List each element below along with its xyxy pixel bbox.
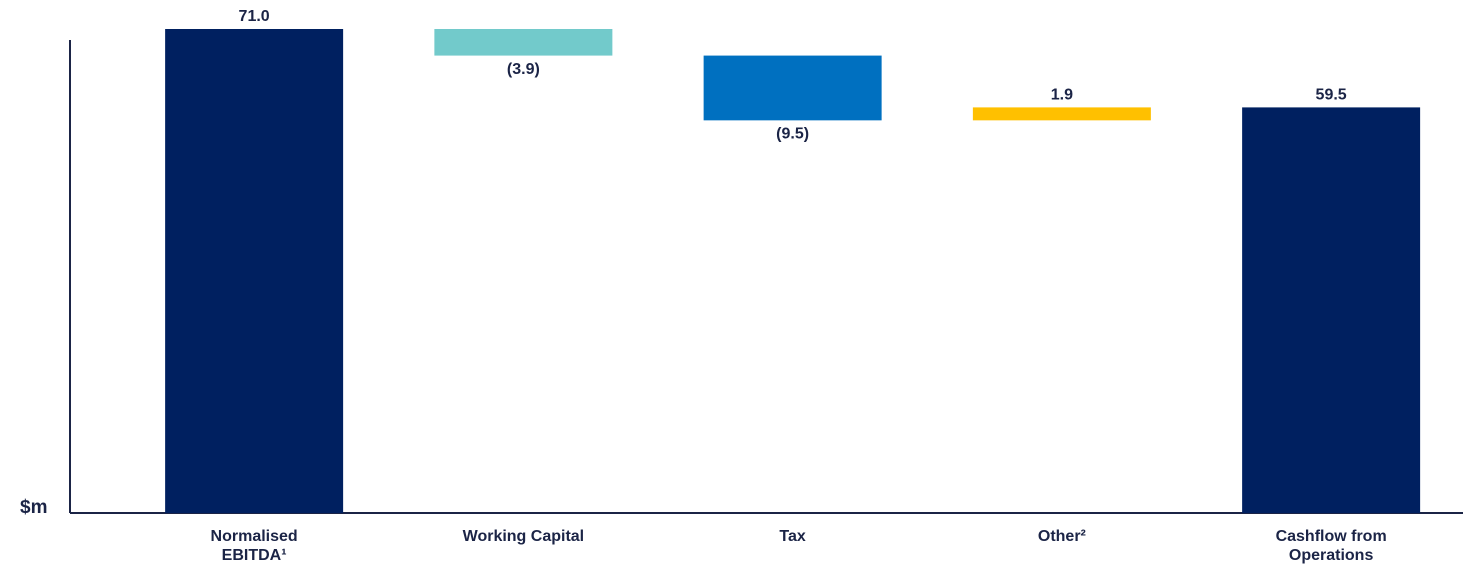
x-tick-label-box: Normalised EBITDA¹ — [210, 528, 298, 564]
value-label: 1.9 — [1051, 87, 1073, 104]
x-tick-label-box: Other² — [1037, 528, 1086, 545]
x-tick-label-box: Cashflow from Operations — [1275, 528, 1387, 564]
y-axis-label: $m — [20, 497, 47, 518]
x-tick-label-box: Working Capital — [462, 528, 585, 545]
x-tick-label: Normalised EBITDA¹ — [210, 528, 298, 564]
x-tick-label: Tax — [779, 528, 806, 545]
value-label: (9.5) — [776, 126, 809, 143]
bar — [703, 55, 882, 121]
bar — [165, 29, 344, 513]
value-label: (3.9) — [507, 61, 540, 78]
bar — [434, 29, 613, 56]
x-tick-label: Cashflow from Operations — [1275, 528, 1387, 564]
value-label: 71.0 — [239, 8, 270, 25]
x-tick-label-box: Tax — [779, 528, 806, 545]
value-label: 59.5 — [1316, 87, 1347, 104]
x-tick-label: Other² — [1037, 528, 1086, 545]
x-tick-label: Working Capital — [462, 528, 585, 545]
bar — [1242, 107, 1421, 514]
bar — [972, 107, 1151, 121]
